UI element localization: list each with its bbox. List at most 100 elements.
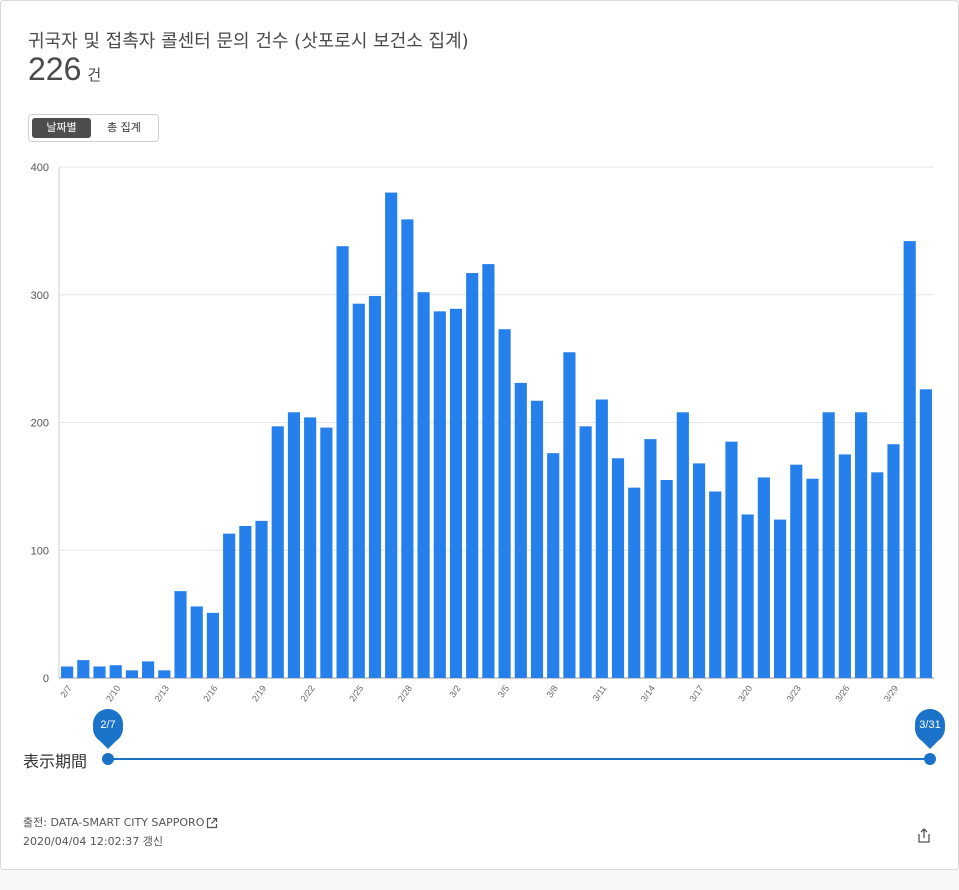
period-slider: 2/7 3/31 bbox=[93, 709, 945, 765]
x-tick-label: 2/10 bbox=[104, 683, 122, 703]
x-tick-label: 3/26 bbox=[833, 683, 851, 703]
bar-3/17[interactable] bbox=[692, 463, 706, 678]
total-value: 226 bbox=[28, 51, 82, 87]
bar-2/17[interactable] bbox=[223, 533, 236, 678]
x-tick-label: 3/17 bbox=[687, 683, 705, 703]
x-tick-label: 2/16 bbox=[201, 683, 219, 703]
bar-3/4[interactable] bbox=[482, 264, 495, 678]
bar-3/2[interactable] bbox=[449, 308, 463, 678]
bar-2/15[interactable] bbox=[190, 606, 203, 678]
bar-2/25[interactable] bbox=[352, 303, 365, 678]
bar-3/18[interactable] bbox=[709, 491, 722, 678]
bar-2/23[interactable] bbox=[320, 427, 333, 678]
bar-2/27[interactable] bbox=[385, 192, 398, 679]
bar-3/1[interactable] bbox=[433, 311, 446, 678]
bar-3/14[interactable] bbox=[644, 439, 657, 678]
bar-3/30[interactable] bbox=[903, 241, 916, 678]
bar-2/14[interactable] bbox=[174, 591, 187, 678]
bar-2/20[interactable] bbox=[271, 426, 284, 678]
bar-3/19[interactable] bbox=[725, 441, 738, 678]
bar-2/24[interactable] bbox=[336, 246, 349, 678]
slider-start-knob bbox=[102, 753, 114, 765]
bar-3/23[interactable] bbox=[790, 464, 803, 678]
total-unit: 건 bbox=[87, 66, 102, 84]
x-tick-label: 2/19 bbox=[250, 683, 268, 703]
bar-2/8[interactable] bbox=[77, 660, 90, 678]
bar-2/7[interactable] bbox=[61, 666, 74, 679]
bar-2/22[interactable] bbox=[304, 417, 317, 678]
bar-3/10[interactable] bbox=[579, 426, 592, 678]
bar-2/11[interactable] bbox=[125, 670, 138, 678]
bar-3/5[interactable] bbox=[498, 329, 511, 678]
slider-start-bubble bbox=[93, 709, 123, 739]
y-tick-label: 400 bbox=[31, 162, 49, 174]
bar-3/8[interactable] bbox=[547, 453, 560, 678]
slider-end-handle[interactable]: 3/31 bbox=[915, 709, 945, 765]
chart-title: 귀국자 및 접촉자 콜센터 문의 건수 (삿포로시 보건소 집계) bbox=[28, 31, 469, 52]
bar-3/3[interactable] bbox=[466, 273, 479, 678]
bar-3/24[interactable] bbox=[806, 478, 819, 678]
bar-3/15[interactable] bbox=[660, 479, 673, 678]
x-tick-label: 3/2 bbox=[447, 683, 462, 699]
period-label: 表示期間 bbox=[23, 752, 88, 771]
y-tick-label: 100 bbox=[31, 545, 49, 557]
bar-3/31[interactable] bbox=[919, 389, 932, 678]
source-link[interactable]: 출전: DATA-SMART CITY SAPPORO bbox=[23, 816, 205, 829]
bar-2/29[interactable] bbox=[417, 292, 430, 678]
bar-3/11[interactable] bbox=[595, 399, 608, 679]
daily-toggle-button[interactable]: 날짜별 bbox=[32, 118, 91, 138]
bar-3/25[interactable] bbox=[822, 412, 835, 678]
x-tick-label: 3/29 bbox=[882, 683, 900, 703]
bar-3/12[interactable] bbox=[611, 458, 625, 678]
y-tick-label: 200 bbox=[31, 418, 49, 430]
x-tick-label: 2/13 bbox=[153, 683, 171, 703]
x-tick-label: 2/28 bbox=[396, 683, 414, 703]
total-count: 226 건 bbox=[28, 51, 101, 88]
slider-end-knob bbox=[924, 753, 936, 765]
bar-3/6[interactable] bbox=[514, 382, 527, 678]
x-tick-label: 2/25 bbox=[347, 683, 365, 703]
view-toggle: 날짜별 총 집계 bbox=[28, 114, 159, 142]
bar-2/12[interactable] bbox=[142, 661, 155, 678]
bar-3/28[interactable] bbox=[871, 472, 884, 678]
x-tick-label: 3/23 bbox=[785, 683, 803, 703]
bar-3/21[interactable] bbox=[757, 477, 770, 678]
bar-2/10[interactable] bbox=[109, 665, 122, 678]
bar-chart: 0 100 200 300 400 2/7 2/10 2/13 2/16 2/19 2/22 2/25… bbox=[31, 162, 934, 704]
y-tick-label: 0 bbox=[43, 673, 49, 685]
bar-2/19[interactable] bbox=[255, 520, 268, 678]
cumulative-toggle-button[interactable]: 총 집계 bbox=[107, 121, 141, 134]
slider-end-bubble bbox=[915, 709, 945, 739]
bar-3/13[interactable] bbox=[628, 487, 641, 678]
bar-2/21[interactable] bbox=[287, 412, 301, 678]
bar-3/16[interactable] bbox=[676, 412, 689, 678]
slider-start-handle[interactable]: 2/7 bbox=[93, 709, 123, 765]
slider-start-label: 2/7 bbox=[100, 719, 115, 731]
bar-2/26[interactable] bbox=[368, 296, 382, 678]
x-tick-label: 3/8 bbox=[544, 683, 559, 699]
bar-3/7[interactable] bbox=[530, 400, 544, 678]
updated-timestamp: 2020/04/04 12:02:37 갱신 bbox=[23, 835, 164, 848]
bar-2/18[interactable] bbox=[239, 525, 252, 678]
bar-3/9[interactable] bbox=[563, 352, 576, 678]
x-tick-label: 2/7 bbox=[58, 683, 73, 699]
bar-3/22[interactable] bbox=[773, 519, 787, 678]
x-tick-label: 3/14 bbox=[639, 683, 657, 703]
bar-2/16[interactable] bbox=[206, 612, 220, 678]
bar-3/29[interactable] bbox=[887, 444, 900, 678]
bar-3/26[interactable] bbox=[838, 454, 851, 678]
y-tick-label: 300 bbox=[31, 290, 49, 302]
x-tick-label: 3/11 bbox=[591, 683, 609, 703]
x-tick-label: 2/22 bbox=[299, 683, 317, 703]
bar-3/27[interactable] bbox=[855, 412, 868, 678]
bar-2/28[interactable] bbox=[401, 219, 414, 678]
chart-card: 귀국자 및 접촉자 콜센터 문의 건수 (삿포로시 보건소 집계) 226 건 날… bbox=[0, 0, 959, 870]
bar-2/13[interactable] bbox=[158, 670, 171, 678]
bar-2/9[interactable] bbox=[93, 666, 106, 679]
slider-end-label: 3/31 bbox=[919, 719, 940, 731]
x-tick-label: 3/20 bbox=[736, 683, 754, 703]
share-icon[interactable] bbox=[916, 827, 932, 845]
external-link-icon[interactable] bbox=[206, 817, 218, 829]
x-tick-label: 3/5 bbox=[496, 683, 511, 699]
bar-3/20[interactable] bbox=[741, 514, 754, 678]
